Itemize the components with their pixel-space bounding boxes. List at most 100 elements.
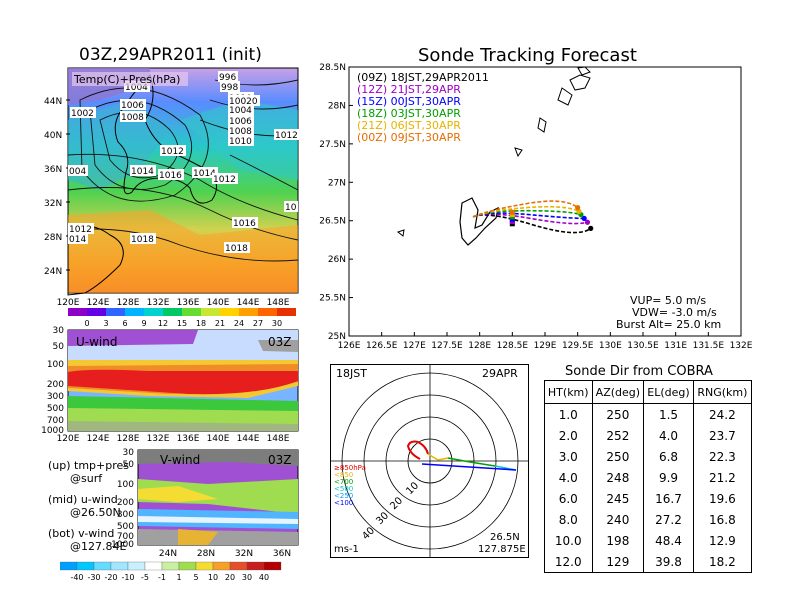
colorbar-label: 30: [242, 573, 252, 582]
wind-colorbar-blocks: [60, 561, 282, 571]
isobar-label: 998: [221, 83, 238, 93]
track-line: [472, 212, 585, 220]
isobar-label: 996: [219, 73, 236, 83]
isobar-label: 1004: [229, 106, 252, 116]
lon-tick-label: 132E: [147, 434, 170, 444]
vup-text: VUP= 5.0 m/s: [630, 294, 706, 307]
table-row: 2.0 252 4.0 23.7: [544, 425, 753, 446]
hodo-legend-entry: <700: [334, 478, 353, 486]
lat-tick-label: 40N: [44, 131, 62, 141]
colorbar-block: [127, 561, 146, 571]
isobar-label: 014: [69, 235, 86, 245]
table-title: Sonde Dir from COBRA: [565, 364, 713, 379]
col-rng: RNG(km): [692, 380, 753, 404]
lat-tick-label: 24N: [44, 267, 62, 277]
isobar-label-bg: [228, 135, 254, 146]
colorbar-label: -40: [70, 573, 83, 582]
hodo-legend-entry: <250: [334, 492, 353, 500]
colorbar-block: [212, 561, 231, 571]
colorbar-block: [60, 561, 78, 571]
isobar-label: 1008: [121, 113, 144, 123]
track-line: [472, 205, 580, 218]
colorbar-block: [93, 561, 112, 571]
colorbar-label: -1: [158, 573, 166, 582]
lon-tick-label: 132E: [730, 341, 753, 351]
isobar-label-bg: [68, 233, 88, 244]
colorbar-block: [258, 308, 277, 316]
note-mid: (mid) u-wind: [48, 493, 118, 506]
cell: 245: [591, 488, 645, 509]
lon-tick-label: 120E: [57, 298, 80, 308]
surface-lon-ticks: 120E 124E 128E 132E 136E 140E 144E 148E: [57, 298, 290, 308]
cell: 19.6: [692, 488, 753, 509]
colorbar-block: [201, 308, 220, 316]
pressure-tick-label: 700: [117, 532, 134, 542]
hodo-lon: 127.875E: [478, 544, 526, 555]
note-bot-sub: @127.84E: [70, 540, 127, 553]
isobar-label: 10: [285, 203, 297, 213]
lat-tick-label: 32N: [235, 549, 253, 559]
colorbar-block: [229, 561, 248, 571]
cell: 12.0: [544, 551, 593, 573]
legend-entry: (18Z) 03JST,30APR: [357, 107, 461, 120]
note-up-sub: @surf: [70, 472, 103, 485]
v-wind-time: 03Z: [268, 453, 292, 467]
colorbar-label: 0: [84, 319, 89, 328]
lat-tick-label: 26.5N: [319, 217, 346, 227]
legend-entry: (21Z) 06JST,30APR: [357, 119, 461, 132]
lon-tick-label: 136E: [177, 298, 200, 308]
colorbar-label: -5: [141, 573, 149, 582]
isobar-label-bg: [224, 242, 250, 253]
isobar-label-bg: [70, 107, 96, 118]
lon-tick-label: 130E: [599, 341, 622, 351]
isobar-label-bg: [228, 95, 260, 106]
isobar-label: 10020: [229, 97, 258, 107]
v-wind-lat-ticks: 24N 28N 32N 36N: [159, 549, 291, 559]
track-series: [472, 200, 594, 234]
colorbar-label: 10: [208, 573, 218, 582]
lon-tick-label: 126.5E: [366, 341, 398, 351]
cell: 250: [591, 403, 645, 425]
isobar-label-bg: [228, 115, 254, 126]
colorbar-label: 40: [259, 573, 269, 582]
colorbar-block: [182, 308, 201, 316]
burst-text: Burst Alt= 25.0 km: [616, 318, 721, 331]
side-notes: (up) tmp+pres @surf (mid) u-wind @26.50N…: [48, 459, 129, 553]
lon-tick-label: 148E: [267, 434, 290, 444]
col-el: EL(deg): [643, 380, 694, 404]
pressure-tick-label: 100: [117, 480, 134, 490]
lat-tick-label: 36N: [44, 165, 62, 175]
lat-tick-label: 28N: [197, 549, 215, 559]
colorbar-block: [195, 561, 214, 571]
pressure-tick-label: 1000: [41, 426, 64, 436]
cell: 3.0: [544, 446, 593, 467]
colorbar-block: [125, 308, 144, 316]
isobar-label: 004: [69, 167, 86, 177]
hodo-legend-entry: ≥850hPa: [334, 464, 366, 472]
colorbar-label: 6: [122, 319, 127, 328]
cell: 1.0: [544, 403, 593, 425]
isobar-label-bg: [232, 217, 258, 228]
pressure-tick-label: 300: [117, 510, 134, 520]
table-row: 1.0 250 1.5 24.2: [544, 403, 753, 425]
colorbar-label: -10: [121, 573, 134, 582]
colorbar-label: 30: [272, 319, 282, 328]
hodograph-legend: ≥850hPa<850<700<500<250<100: [334, 464, 366, 507]
hodo-legend-entry: <850: [334, 471, 353, 479]
cell: 198: [591, 530, 645, 551]
cell: 8.0: [544, 509, 593, 530]
isobar-label: 1002: [71, 109, 94, 119]
note-up: (up) tmp+pres: [48, 459, 130, 472]
track-line: [472, 213, 588, 225]
cell: 39.8: [643, 551, 694, 573]
track-legend: (09Z) 18JST,29APR2011(12Z) 21JST,29APR(1…: [357, 71, 489, 144]
lat-tick-label: 24N: [159, 549, 177, 559]
legend-entry: (09Z) 18JST,29APR2011: [357, 71, 489, 84]
isobar-label-bg: [228, 104, 254, 115]
isobar-label-bg: [120, 111, 146, 122]
isobar-label: 1006: [229, 117, 252, 127]
table-row: 8.0 240 27.2 16.8: [544, 509, 753, 530]
lon-tick-label: 128E: [117, 434, 140, 444]
lat-tick-label: 32N: [44, 199, 62, 209]
pressure-tick-label: 100: [47, 360, 64, 370]
